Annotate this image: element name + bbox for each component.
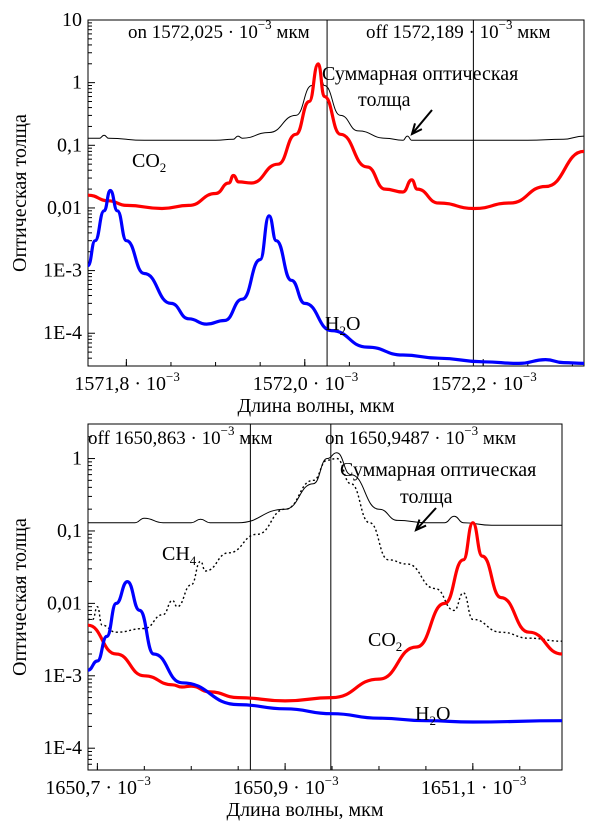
series-line: [88, 521, 562, 703]
x-axis-label: Длина волны, мкм: [237, 395, 394, 417]
series-line: [88, 580, 562, 724]
y-tick-label: 10: [62, 9, 82, 31]
x-tick-label: 1572,0 · 10−3: [253, 369, 359, 395]
y-tick-label: 1E-4: [43, 322, 82, 344]
reference-line-label: off 1572,189 · 10−3 мкм: [366, 17, 551, 43]
y-tick-label: 1E-4: [43, 737, 82, 759]
series-label-line2: толща: [400, 486, 453, 508]
series-label: Суммарная оптическая: [322, 63, 518, 85]
x-axis-label: Длина волны, мкм: [226, 799, 383, 821]
series-label: CO2: [132, 150, 166, 175]
y-tick-label: 0,1: [57, 520, 82, 542]
x-tick-label: 1572,2 · 10−3: [431, 369, 537, 395]
arrow-line: [415, 507, 437, 531]
series-line: [88, 188, 584, 365]
arrow-head: [410, 123, 423, 136]
series-label-line2: толща: [358, 89, 411, 111]
y-axis-label: Оптическая толща: [9, 518, 31, 676]
series-label: H2O: [325, 313, 360, 338]
series-label: CH4: [162, 543, 197, 568]
series-line: [88, 62, 584, 211]
reference-line-label: on 1572,025 · 10−3 мкм: [128, 17, 310, 43]
plot-frame: [87, 423, 563, 771]
y-tick-label: 1E-3: [43, 260, 82, 282]
series-label: CO2: [368, 629, 402, 654]
x-tick-label: 1650,9 · 10−3: [233, 773, 339, 799]
series-label: Суммарная оптическая: [340, 459, 536, 481]
y-tick-label: 0,01: [47, 197, 82, 219]
series-line: [88, 457, 562, 642]
top-chart: 10 1 0,1 0,01 1E-3 1E-4 1571,8 · 10−3 1572,0 · …: [9, 9, 585, 417]
y-tick-label: 1: [72, 72, 82, 94]
y-tick-label: 0,01: [47, 592, 82, 614]
y-tick-label: 0,1: [57, 134, 82, 156]
x-tick-label: 1571,8 · 10−3: [74, 369, 180, 395]
y-tick-label: 1E-3: [43, 665, 82, 687]
y-axis-label: Оптическая толща: [9, 114, 31, 272]
reference-line-label: off 1650,863 · 10−3 мкм: [88, 423, 273, 449]
y-tick-label: 1: [72, 448, 82, 470]
reference-line-label: on 1650,9487 · 10−3 мкм: [325, 423, 516, 449]
series-label: H2O: [415, 703, 450, 728]
x-tick-label: 1650,7 · 10−3: [45, 773, 151, 799]
bottom-chart: 1 0,1 0,01 1E-3 1E-4 1650,7 · 10−3 1650,9 · 10…: [9, 423, 563, 821]
series-line: [88, 452, 562, 526]
arrow-head: [414, 519, 427, 532]
plot-frame: [87, 19, 585, 367]
x-tick-label: 1651,1 · 10−3: [421, 773, 527, 799]
arrow-line: [411, 109, 433, 135]
